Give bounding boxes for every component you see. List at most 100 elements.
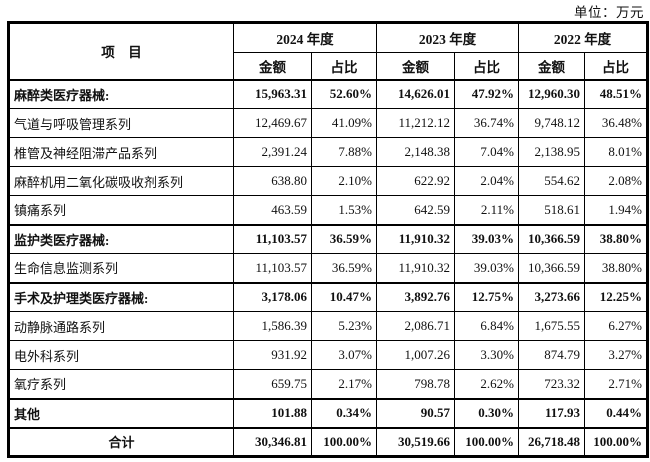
- cell-amount-2022: 12,960.30: [518, 78, 585, 109]
- table-row: 气道与呼吸管理系列 12,469.67 41.09% 11,212.12 36.74% 9…: [8, 108, 648, 138]
- cell-ratio-2024: 5.23%: [311, 311, 377, 341]
- table-row: 监护类医疗器械: 11,103.57 36.59% 11,910.32 39.03% 10…: [8, 223, 648, 254]
- row-label: 氧疗系列: [8, 369, 234, 399]
- cell-ratio-2022: 2.08%: [584, 166, 648, 196]
- cell-amount-2024: 11,103.57: [233, 223, 312, 254]
- cell-amount-2024: 463.59: [233, 195, 312, 225]
- cell-ratio-2022: 100.00%: [584, 426, 648, 457]
- col-header-ratio-2023: 占比: [454, 52, 519, 80]
- col-header-year-2023: 2023 年度: [376, 22, 519, 53]
- cell-amount-2023: 11,212.12: [376, 108, 455, 138]
- col-header-amount-2022: 金额: [518, 52, 585, 80]
- cell-ratio-2023: 2.11%: [454, 195, 519, 225]
- cell-amount-2022: 10,366.59: [518, 253, 585, 283]
- cell-amount-2024: 101.88: [233, 397, 312, 428]
- cell-ratio-2023: 6.84%: [454, 311, 519, 341]
- table-row: 生命信息监测系列 11,103.57 36.59% 11,910.32 39.03% 10…: [8, 253, 648, 283]
- cell-amount-2022: 10,366.59: [518, 223, 585, 254]
- cell-amount-2024: 638.80: [233, 166, 312, 196]
- cell-ratio-2022: 38.80%: [584, 253, 648, 283]
- row-label: 动静脉通路系列: [8, 311, 234, 341]
- col-header-amount-2024: 金额: [233, 52, 312, 80]
- cell-amount-2023: 14,626.01: [376, 78, 455, 109]
- row-label: 气道与呼吸管理系列: [8, 108, 234, 138]
- cell-ratio-2022: 3.27%: [584, 340, 648, 370]
- cell-ratio-2024: 52.60%: [311, 78, 377, 109]
- cell-amount-2023: 1,007.26: [376, 340, 455, 370]
- row-label: 生命信息监测系列: [8, 253, 234, 283]
- cell-amount-2024: 11,103.57: [233, 253, 312, 283]
- cell-amount-2022: 3,273.66: [518, 281, 585, 312]
- unit-label: 单位：万元: [574, 5, 644, 20]
- cell-ratio-2023: 36.74%: [454, 108, 519, 138]
- col-header-amount-2023: 金额: [376, 52, 455, 80]
- cell-amount-2023: 90.57: [376, 397, 455, 428]
- cell-ratio-2024: 0.34%: [311, 397, 377, 428]
- cell-amount-2023: 2,148.38: [376, 137, 455, 167]
- cell-amount-2022: 26,718.48: [518, 426, 585, 457]
- table-row: 动静脉通路系列 1,586.39 5.23% 2,086.71 6.84% 1,675.5…: [8, 311, 648, 341]
- cell-ratio-2022: 8.01%: [584, 137, 648, 167]
- table-row: 椎管及神经阻滞产品系列 2,391.24 7.88% 2,148.38 7.04% 2,1…: [8, 137, 648, 167]
- table-header-row-years: 项 目 2024 年度 2023 年度 2022 年度: [8, 22, 648, 80]
- table-body: 麻醉类医疗器械: 15,963.31 52.60% 14,626.01 47.92% 12…: [8, 78, 648, 457]
- table-row: 麻醉机用二氧化碳吸收剂系列 638.80 2.10% 622.92 2.04% 554.6…: [8, 166, 648, 196]
- cell-ratio-2024: 2.10%: [311, 166, 377, 196]
- cell-ratio-2022: 38.80%: [584, 223, 648, 254]
- cell-ratio-2023: 3.30%: [454, 340, 519, 370]
- cell-amount-2024: 931.92: [233, 340, 312, 370]
- table-header-row-sub: 金额 占比 金额 占比 金额 占比: [9, 52, 648, 80]
- cell-ratio-2022: 1.94%: [584, 195, 648, 225]
- row-label: 电外科系列: [8, 340, 234, 370]
- cell-amount-2024: 1,586.39: [233, 311, 312, 341]
- cell-amount-2022: 117.93: [518, 397, 585, 428]
- cell-ratio-2022: 36.48%: [584, 108, 648, 138]
- col-header-year-2022: 2022 年度: [518, 22, 648, 53]
- cell-amount-2024: 659.75: [233, 369, 312, 399]
- cell-amount-2023: 3,892.76: [376, 281, 455, 312]
- row-label: 监护类医疗器械:: [8, 223, 234, 254]
- cell-amount-2022: 9,748.12: [518, 108, 585, 138]
- cell-ratio-2022: 6.27%: [584, 311, 648, 341]
- cell-ratio-2023: 47.92%: [454, 78, 519, 109]
- table-row: 氧疗系列 659.75 2.17% 798.78 2.62% 723.32 2.71%: [8, 369, 648, 399]
- row-label: 麻醉机用二氧化碳吸收剂系列: [8, 166, 234, 196]
- row-label: 麻醉类医疗器械:: [8, 78, 234, 109]
- cell-ratio-2023: 39.03%: [454, 223, 519, 254]
- cell-ratio-2024: 3.07%: [311, 340, 377, 370]
- cell-ratio-2022: 2.71%: [584, 369, 648, 399]
- cell-ratio-2023: 2.62%: [454, 369, 519, 399]
- cell-ratio-2023: 39.03%: [454, 253, 519, 283]
- col-header-ratio-2024: 占比: [311, 52, 377, 80]
- cell-ratio-2023: 7.04%: [454, 137, 519, 167]
- cell-ratio-2024: 2.17%: [311, 369, 377, 399]
- cell-amount-2024: 12,469.67: [233, 108, 312, 138]
- cell-ratio-2024: 10.47%: [311, 281, 377, 312]
- col-header-ratio-2022: 占比: [584, 52, 648, 80]
- row-label: 其他: [8, 397, 234, 428]
- cell-amount-2023: 11,910.32: [376, 253, 455, 283]
- cell-amount-2022: 874.79: [518, 340, 585, 370]
- col-header-year-2024: 2024 年度: [233, 22, 377, 53]
- cell-amount-2022: 723.32: [518, 369, 585, 399]
- cell-ratio-2024: 7.88%: [311, 137, 377, 167]
- row-label: 合计: [8, 426, 234, 457]
- row-label: 镇痛系列: [8, 195, 234, 225]
- row-label: 椎管及神经阻滞产品系列: [8, 137, 234, 167]
- cell-amount-2023: 622.92: [376, 166, 455, 196]
- cell-ratio-2024: 1.53%: [311, 195, 377, 225]
- cell-amount-2023: 11,910.32: [376, 223, 455, 254]
- cell-amount-2023: 30,519.66: [376, 426, 455, 457]
- cell-amount-2022: 518.61: [518, 195, 585, 225]
- cell-amount-2024: 3,178.06: [233, 281, 312, 312]
- cell-ratio-2022: 48.51%: [584, 78, 648, 109]
- cell-amount-2023: 2,086.71: [376, 311, 455, 341]
- cell-ratio-2024: 36.59%: [311, 253, 377, 283]
- cell-amount-2023: 642.59: [376, 195, 455, 225]
- cell-ratio-2023: 100.00%: [454, 426, 519, 457]
- table-row: 手术及护理类医疗器械: 3,178.06 10.47% 3,892.76 12.75% 3…: [8, 281, 648, 312]
- cell-amount-2022: 554.62: [518, 166, 585, 196]
- table-row: 麻醉类医疗器械: 15,963.31 52.60% 14,626.01 47.92% 12…: [8, 78, 648, 109]
- row-label: 手术及护理类医疗器械:: [8, 281, 234, 312]
- cell-amount-2024: 2,391.24: [233, 137, 312, 167]
